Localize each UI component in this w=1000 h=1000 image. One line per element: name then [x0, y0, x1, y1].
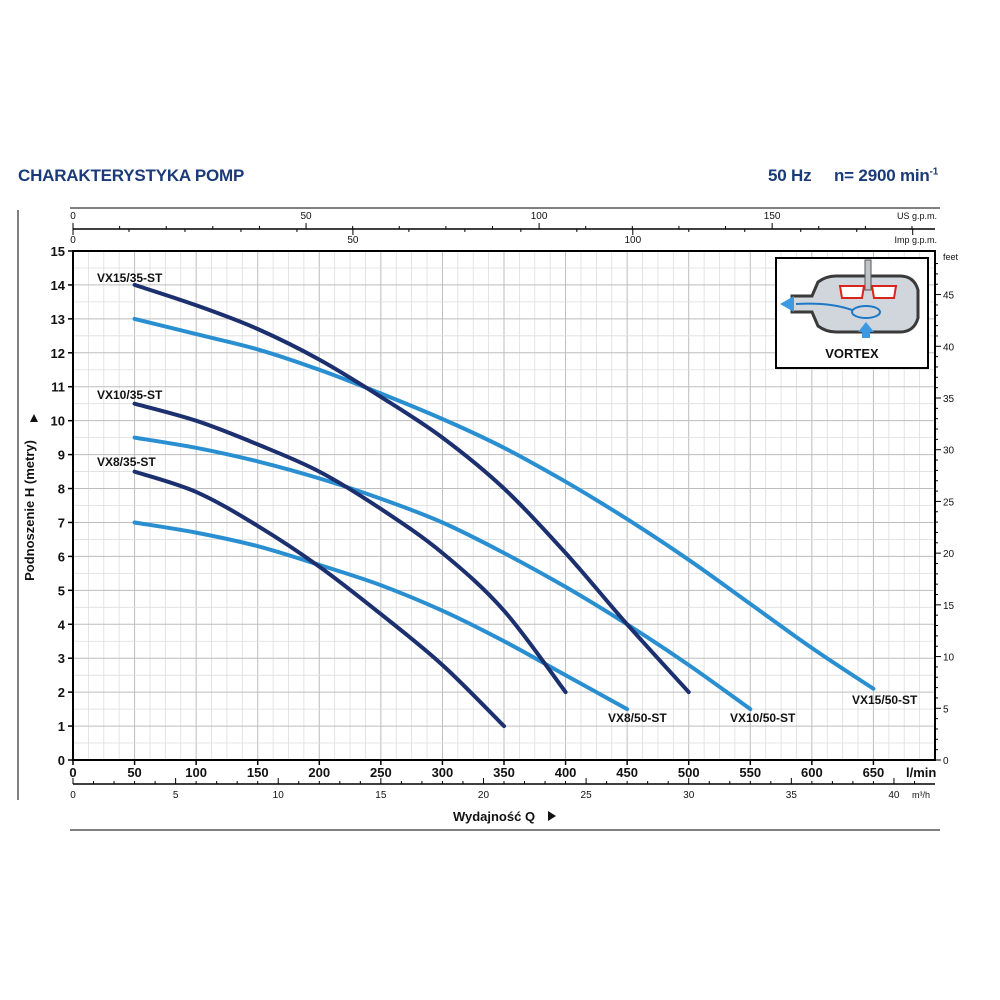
y-axis-label: Podnoszenie H (metry): [22, 440, 37, 581]
feet-tick-label: 20: [943, 549, 955, 560]
pump-shaft-icon: [864, 259, 872, 291]
m3h-tick-label: 0: [70, 790, 76, 801]
y-tick-label: 10: [51, 414, 65, 429]
y-tick-label: 6: [58, 549, 65, 564]
x-unit-label: l/min: [906, 765, 936, 780]
m3h-tick-label: 30: [683, 790, 695, 801]
speed-label: n= 2900 min-1: [834, 166, 938, 186]
y-tick-label: 1: [58, 719, 65, 734]
vortex-inset: VORTEX: [775, 257, 929, 369]
curve-vx8-35-st: [132, 469, 506, 729]
y-tick-label: 11: [51, 380, 65, 395]
y-axis-arrow-icon: [30, 414, 38, 422]
x-tick-label: 350: [493, 765, 515, 780]
x-tick-label: 100: [185, 765, 207, 780]
feet-tick-label: 5: [943, 704, 949, 715]
y-tick-label: 13: [51, 312, 65, 327]
curve-vx10-50-st: [132, 435, 753, 712]
x-axis-label: Wydajność Q: [453, 809, 535, 824]
y-tick-label: 9: [58, 448, 65, 463]
x-tick-label: 50: [127, 765, 141, 780]
impeller-left-icon: [838, 285, 866, 299]
x-tick-label: 150: [247, 765, 269, 780]
label-vx10-50-st: VX10/50-ST: [730, 711, 796, 725]
m3h-tick-label: 40: [888, 790, 900, 801]
x-tick-label: 0: [69, 765, 76, 780]
m3h-tick-label: 10: [273, 790, 285, 801]
y-tick-label: 3: [58, 651, 65, 666]
curve-vx8-50-st: [132, 520, 630, 712]
feet-tick-label: 15: [943, 601, 955, 612]
x-tick-label: 300: [432, 765, 454, 780]
x-axis-arrow-icon: [548, 811, 556, 821]
x-tick-label: 200: [308, 765, 330, 780]
m3h-tick-label: 5: [173, 790, 179, 801]
label-vx8-50-st: VX8/50-ST: [608, 711, 667, 725]
feet-unit-label: feet: [943, 252, 959, 262]
imp-gpm-unit-label: Imp g.p.m.: [894, 235, 937, 245]
curve-vx15-50-st: [132, 316, 876, 691]
curve-labels: VX15/35-ST VX15/50-ST VX10/35-ST VX10/50-ST…: [97, 271, 918, 725]
imp-gpm-tick-label: 100: [624, 235, 641, 246]
x-tick-label: 250: [370, 765, 392, 780]
x-tick-label: 500: [678, 765, 700, 780]
curve-vx10-35-st: [132, 401, 568, 695]
vortex-swirl-icon: [851, 305, 881, 319]
inlet-arrow-icon: [858, 322, 874, 338]
feet-tick-label: 30: [943, 446, 955, 457]
label-vx15-50-st: VX15/50-ST: [852, 693, 918, 707]
x-tick-label: 650: [863, 765, 885, 780]
y-tick-label: 7: [58, 515, 65, 530]
m3h-tick-label: 35: [786, 790, 798, 801]
feet-tick-label: 25: [943, 497, 955, 508]
vortex-label: VORTEX: [825, 346, 879, 361]
outlet-arrow-icon: [780, 296, 794, 312]
flow-line-icon: [795, 302, 853, 311]
imp-gpm-tick-label: 50: [347, 235, 359, 246]
imp-gpm-tick-label: 0: [70, 235, 76, 246]
us-gpm-unit-label: US g.p.m.: [897, 211, 937, 221]
feet-tick-label: 35: [943, 394, 955, 405]
label-vx15-35-st: VX15/35-ST: [97, 271, 163, 285]
y-tick-label: 5: [58, 583, 65, 598]
grid: [72, 250, 936, 761]
y-tick-label: 12: [51, 346, 65, 361]
m3h-tick-label: 25: [581, 790, 593, 801]
impeller-right-icon: [870, 285, 898, 299]
m3h-unit-label: m³/h: [912, 790, 930, 800]
label-vx8-35-st: VX8/35-ST: [97, 455, 156, 469]
x-tick-label: 400: [555, 765, 577, 780]
us-gpm-tick-label: 150: [764, 211, 781, 222]
feet-tick-label: 40: [943, 342, 955, 353]
x-tick-label: 600: [801, 765, 823, 780]
axes: 0 50 100 150 200 250 300 350 400 450 500 550 600 650 l…: [22, 211, 959, 824]
speed-value: n= 2900 min: [834, 166, 930, 185]
feet-tick-label: 0: [943, 756, 949, 767]
us-gpm-tick-label: 50: [300, 211, 312, 222]
us-gpm-tick-label: 0: [70, 211, 76, 222]
speed-exponent: -1: [929, 166, 939, 178]
curve-vx15-35-st: [132, 282, 691, 695]
m3h-tick-label: 20: [478, 790, 490, 801]
m3h-tick-label: 15: [375, 790, 387, 801]
label-vx10-35-st: VX10/35-ST: [97, 388, 163, 402]
x-tick-label: 550: [739, 765, 761, 780]
x-tick-label: 450: [616, 765, 638, 780]
y-tick-label: 15: [51, 244, 65, 259]
curves: [132, 282, 876, 729]
y-tick-label: 4: [58, 617, 66, 632]
chart-title: CHARAKTERYSTYKA POMP: [18, 166, 245, 185]
y-tick-label: 2: [58, 685, 65, 700]
us-gpm-tick-label: 100: [531, 211, 548, 222]
y-tick-label: 8: [58, 482, 65, 497]
y-tick-label: 0: [58, 753, 65, 768]
feet-tick-label: 45: [943, 291, 955, 302]
y-tick-label: 14: [51, 278, 66, 293]
feet-tick-label: 10: [943, 653, 955, 664]
frequency-label: 50 Hz: [768, 166, 812, 185]
